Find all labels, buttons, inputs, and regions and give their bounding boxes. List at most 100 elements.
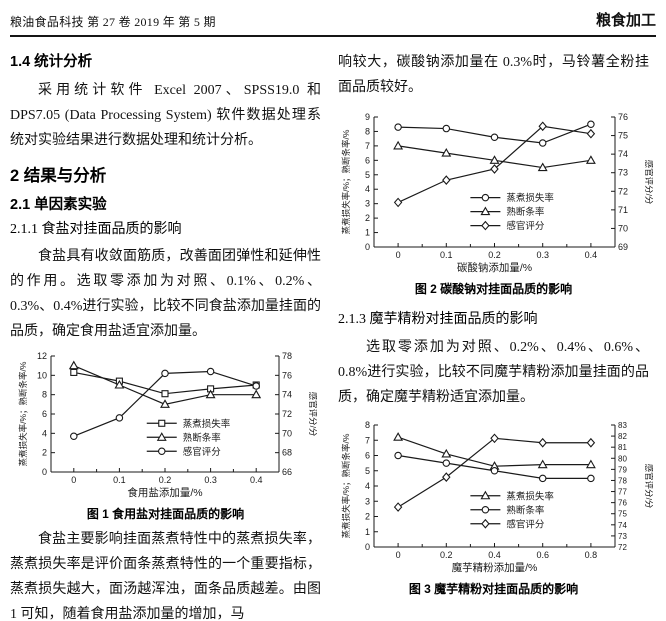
figure3-caption: 图 3 魔芋精粉对挂面品质的影响 — [408, 581, 579, 596]
two-column-layout: 1.4 统计分析 采用统计软件 Excel 2007、SPSS19.0 和 DP… — [10, 37, 656, 621]
svg-text:1: 1 — [365, 526, 370, 536]
svg-text:感官评分/分: 感官评分/分 — [644, 463, 653, 508]
svg-text:蒸煮损失率: 蒸煮损失率 — [182, 418, 230, 430]
para-continued: 响较大，碳酸钠添加量在 0.3%时，马铃薯全粉挂面品质较好。 — [338, 55, 649, 95]
svg-text:8: 8 — [365, 420, 370, 430]
figure1-caption: 图 1 食用盐对挂面品质的影响 — [86, 507, 245, 522]
svg-text:感官评分/分: 感官评分/分 — [308, 392, 317, 437]
svg-text:76: 76 — [618, 498, 627, 507]
svg-text:感官评分: 感官评分 — [506, 518, 545, 530]
svg-text:1: 1 — [365, 228, 370, 238]
svg-text:70: 70 — [282, 429, 292, 439]
svg-text:蒸煮损失率: 蒸煮损失率 — [506, 490, 554, 502]
svg-text:0.1: 0.1 — [440, 250, 453, 260]
svg-text:熟断条率: 熟断条率 — [506, 206, 545, 218]
figure3-line-chart: 0 1 2 3 4 5 6 7 8 72 73 74 75 76 77 78 79 80 81 82 83 0 0.2 0.4… — [338, 419, 653, 579]
svg-text:7: 7 — [365, 435, 370, 445]
svg-text:熟断条率: 熟断条率 — [182, 432, 221, 444]
svg-text:魔芋精粉添加量/%: 魔芋精粉添加量/% — [452, 561, 538, 574]
svg-text:2: 2 — [365, 213, 370, 223]
svg-text:感官评分: 感官评分 — [182, 446, 221, 458]
svg-text:75: 75 — [618, 509, 627, 518]
svg-text:0.4: 0.4 — [249, 475, 262, 485]
page-header: 粮油食品科技 第 27 卷 2019 年 第 5 期 粮食加工 — [10, 0, 656, 37]
svg-text:73: 73 — [618, 531, 627, 540]
svg-text:0.6: 0.6 — [536, 550, 549, 560]
svg-text:79: 79 — [618, 465, 627, 474]
svg-text:蒸煮损失率/%；熟断条率/%: 蒸煮损失率/%；熟断条率/% — [18, 362, 28, 467]
para-salt-discussion: 食盐主要影响挂面蒸煮特性中的蒸煮损失率，蒸煮损失率是评价面条蒸煮特性的一个重要指… — [10, 532, 321, 621]
svg-text:70: 70 — [618, 223, 628, 233]
svg-text:熟断条率: 熟断条率 — [506, 504, 545, 516]
svg-text:75: 75 — [618, 131, 628, 141]
heading-2-1-1: 2.1.1 食盐对挂面品质的影响 — [10, 221, 182, 237]
svg-text:0.4: 0.4 — [585, 250, 598, 260]
left-column: 1.4 统计分析 采用统计软件 Excel 2007、SPSS19.0 和 DP… — [10, 37, 321, 621]
svg-text:72: 72 — [618, 186, 628, 196]
svg-text:蒸煮损失率/%；熟断条率/%: 蒸煮损失率/%；熟断条率/% — [341, 433, 351, 538]
svg-text:4: 4 — [365, 184, 370, 194]
svg-text:81: 81 — [618, 443, 627, 452]
svg-text:8: 8 — [365, 126, 370, 136]
right-column: 响较大，碳酸钠添加量在 0.3%时，马铃薯全粉挂面品质较好。 0 1 2 3 4 5 6 7 8… — [338, 37, 653, 621]
svg-text:0.2: 0.2 — [158, 475, 171, 485]
journal-info: 粮油食品科技 第 27 卷 2019 年 第 5 期 — [10, 15, 216, 29]
svg-text:碳酸钠添加量/%: 碳酸钠添加量/% — [457, 261, 532, 274]
para-konjac-intro: 选取零添加为对照、0.2%、0.4%、0.6%、0.8%进行实验，比较不同魔芋精… — [338, 339, 649, 405]
svg-text:12: 12 — [36, 351, 46, 361]
svg-text:8: 8 — [41, 390, 46, 400]
section-label: 粮食加工 — [595, 12, 656, 29]
svg-text:3: 3 — [365, 496, 370, 506]
svg-text:66: 66 — [282, 467, 292, 477]
svg-text:5: 5 — [365, 170, 370, 180]
svg-text:76: 76 — [282, 371, 292, 381]
svg-text:4: 4 — [41, 429, 46, 439]
svg-text:71: 71 — [618, 205, 628, 215]
figure-3: 0 1 2 3 4 5 6 7 8 72 73 74 75 76 77 78 79 80 81 82 83 0 0.2 0.4… — [338, 419, 653, 598]
svg-text:68: 68 — [282, 448, 292, 458]
svg-text:0.2: 0.2 — [440, 550, 453, 560]
heading-2-1: 2.1 单因素实验 — [10, 196, 107, 213]
svg-text:0.3: 0.3 — [204, 475, 217, 485]
svg-text:0: 0 — [71, 475, 76, 485]
heading-1-4: 1.4 统计分析 — [10, 54, 93, 70]
para-statistics: 采用统计软件 Excel 2007、SPSS19.0 和 DPS7.05 (Da… — [10, 83, 321, 149]
svg-text:感官评分: 感官评分 — [506, 220, 545, 232]
svg-text:2: 2 — [365, 511, 370, 521]
svg-text:0.2: 0.2 — [488, 250, 501, 260]
svg-text:77: 77 — [618, 487, 627, 496]
svg-text:72: 72 — [282, 409, 292, 419]
svg-text:0.4: 0.4 — [488, 550, 501, 560]
para-salt-intro: 食盐具有收敛面筋质，改善面团弹性和延伸性的作用。选取零添加为对照、0.1%、0.… — [10, 249, 321, 340]
svg-text:食用盐添加量/%: 食用盐添加量/% — [127, 486, 202, 499]
figure2-caption: 图 2 碳酸钠对挂面品质的影响 — [414, 282, 573, 296]
svg-text:10: 10 — [36, 371, 46, 381]
svg-text:78: 78 — [282, 351, 292, 361]
figure2-line-chart: 0 1 2 3 4 5 6 7 8 9 69 70 71 72 73 74 75 76 0 0.1 0.2 0.3 0.4 碳… — [338, 111, 653, 279]
svg-text:74: 74 — [618, 520, 627, 529]
svg-text:6: 6 — [41, 409, 46, 419]
heading-2-1-3: 2.1.3 魔芋精粉对挂面品质的影响 — [338, 312, 538, 327]
svg-text:0: 0 — [365, 542, 370, 552]
svg-text:0.1: 0.1 — [113, 475, 126, 485]
svg-text:69: 69 — [618, 242, 628, 252]
svg-text:80: 80 — [618, 454, 627, 463]
svg-text:0: 0 — [396, 550, 401, 560]
figure1-line-chart: 0 2 4 6 8 10 12 66 68 70 72 74 76 78 0 0.1 0.2 0.3 0.4 食用盐添… — [15, 350, 317, 504]
svg-text:感官评分/分: 感官评分/分 — [644, 160, 653, 205]
svg-text:74: 74 — [282, 390, 292, 400]
svg-text:0.3: 0.3 — [536, 250, 549, 260]
svg-text:蒸煮损失率/%；熟断条率/%: 蒸煮损失率/%；熟断条率/% — [341, 129, 351, 234]
figure-1: 0 2 4 6 8 10 12 66 68 70 72 74 76 78 0 0.1 0.2 0.3 0.4 食用盐添… — [10, 350, 321, 523]
svg-text:76: 76 — [618, 112, 628, 122]
heading-2: 2 结果与分析 — [10, 167, 107, 186]
svg-text:0: 0 — [41, 467, 46, 477]
svg-text:0: 0 — [365, 242, 370, 252]
svg-text:9: 9 — [365, 112, 370, 122]
svg-text:7: 7 — [365, 141, 370, 151]
svg-text:3: 3 — [365, 199, 370, 209]
svg-text:4: 4 — [365, 481, 370, 491]
svg-text:蒸煮损失率: 蒸煮损失率 — [506, 192, 554, 204]
svg-text:0: 0 — [396, 250, 401, 260]
svg-text:6: 6 — [365, 450, 370, 460]
